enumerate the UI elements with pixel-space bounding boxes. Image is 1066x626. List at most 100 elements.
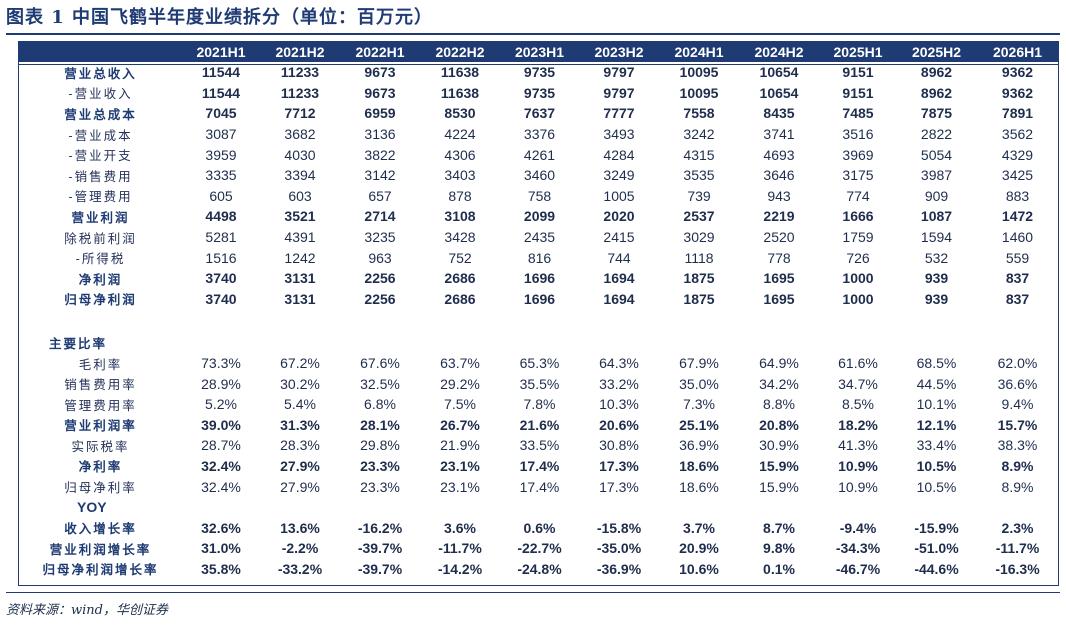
cell-value: 752: [448, 249, 472, 266]
cell-value: 15.9%: [759, 478, 799, 495]
cell-value: 8.7%: [763, 519, 795, 536]
cell-value: 939: [924, 290, 949, 307]
header-row: 2021H1 2021H2 2022H1 2022H2 2023H1 2023H…: [19, 41, 1059, 62]
cell-value: 0.1%: [763, 560, 795, 577]
cell-value: [819, 497, 897, 518]
cell-value: 15.9%: [759, 457, 799, 474]
cell-value: [897, 497, 976, 518]
cell-value: [976, 309, 1059, 332]
row-label: 除税前利润: [64, 230, 137, 246]
cell-value: 1696: [523, 270, 556, 287]
cell-value: 28.1%: [360, 416, 400, 433]
cell-value: 9151: [842, 84, 874, 101]
table-row: 归母净利润 3740 3131 2256 2686 1696 1694 1875 1695 100…: [19, 289, 1059, 310]
cell-value: 11544: [201, 84, 241, 101]
row-label: -营业收入: [68, 86, 133, 102]
cell-value: 62.0%: [997, 355, 1038, 372]
cell-value: 7.3%: [683, 396, 715, 413]
cell-value: [420, 309, 500, 332]
cell-value: [739, 497, 819, 518]
cell-value: 3242: [683, 126, 715, 143]
cell-value: 41.3%: [838, 437, 878, 454]
cell-value: 3740: [205, 290, 237, 307]
cell-value: 1666: [842, 208, 874, 225]
cell-value: 33.2%: [599, 375, 639, 392]
cell-value: 3087: [205, 126, 237, 143]
cell-value: 657: [368, 187, 392, 204]
cell-value: 3131: [284, 290, 316, 307]
cell-value: 2435: [523, 229, 556, 246]
cell-value: 20.8%: [759, 416, 799, 433]
row-label: 毛利率: [78, 356, 123, 372]
cell-value: 33.4%: [916, 437, 957, 454]
cell-value: 3394: [284, 167, 316, 184]
header-corner: [19, 41, 182, 62]
table-row: -销售费用 3335 3394 3142 3403 3460 3249 3535 3646 317…: [19, 165, 1059, 186]
cell-value: 758: [527, 187, 552, 204]
cell-value: 12.1%: [916, 416, 957, 433]
table-row: 管理费用率 5.2% 5.4% 6.8% 7.5% 7.8% 10.3% 7.3% 8.8% 8.…: [19, 394, 1059, 415]
cell-value: 30.8%: [599, 437, 639, 454]
cell-value: 7.8%: [523, 396, 556, 413]
cell-value: [659, 497, 739, 518]
cell-value: 4693: [763, 146, 795, 163]
footer-rule: [6, 592, 1060, 593]
cell-value: 4030: [284, 146, 316, 163]
cell-value: 837: [1005, 290, 1030, 307]
cell-value: -22.7%: [517, 540, 562, 557]
row-label: 营业利润率: [64, 418, 137, 434]
row-label: 收入增长率: [64, 521, 137, 537]
cell-value: 9.4%: [1001, 396, 1034, 413]
table-right-border: [1058, 41, 1059, 586]
cell-value: 3.7%: [683, 519, 715, 536]
cell-value: 26.7%: [440, 416, 480, 433]
col-header: 2024H2: [754, 43, 804, 60]
row-label: -所得税: [75, 251, 126, 267]
cell-value: 1594: [920, 229, 953, 246]
cell-value: 30.9%: [759, 437, 799, 454]
cell-value: -46.7%: [835, 560, 881, 577]
col-header: 2024H1: [674, 43, 724, 60]
cell-value: 2020: [603, 208, 635, 225]
cell-value: 2415: [603, 229, 635, 246]
cell-value: -44.6%: [914, 560, 959, 577]
cell-value: 3493: [603, 126, 635, 143]
cell-value: 35.8%: [201, 560, 241, 577]
cell-value: -11.7%: [438, 540, 482, 557]
cell-value: 8962: [920, 64, 953, 81]
cell-value: -16.3%: [995, 560, 1040, 577]
cell-value: 10095: [679, 64, 719, 81]
cell-value: 65.3%: [519, 355, 560, 372]
cell-value: 3142: [364, 167, 396, 184]
cell-value: -11.7%: [995, 540, 1040, 557]
cell-value: 64.9%: [759, 355, 799, 372]
table-row: -营业收入 11544 11233 9673 11638 9735 9797 10095 106…: [19, 83, 1059, 104]
cell-value: 21.6%: [519, 416, 560, 433]
cell-value: 7.5%: [444, 396, 476, 413]
row-label: 营业利润增长率: [49, 541, 152, 557]
cell-value: 4329: [1001, 146, 1034, 163]
cell-value: -15.9%: [914, 519, 959, 536]
cell-value: 3029: [683, 229, 715, 246]
cell-value: 2714: [364, 208, 396, 225]
cell-value: 10654: [759, 84, 799, 101]
cell-value: 9735: [523, 84, 556, 101]
cell-value: -9.4%: [839, 519, 877, 536]
table-row: 净利润 3740 3131 2256 2686 1696 1694 1875 1695 1000 9…: [19, 268, 1059, 289]
cell-value: [500, 497, 579, 518]
cell-value: 5.2%: [205, 396, 237, 413]
cell-value: 27.9%: [280, 478, 320, 495]
cell-value: [340, 497, 420, 518]
cell-value: 25.1%: [679, 416, 719, 433]
cell-value: 32.6%: [201, 519, 241, 536]
row-label: -管理费用: [68, 189, 133, 205]
cell-value: 0.6%: [523, 519, 556, 536]
cell-value: [579, 332, 659, 353]
table-row: -管理费用 605 603 657 878 758 1005 739 943 774 909 883: [19, 186, 1059, 207]
cell-value: 2.3%: [1001, 519, 1034, 536]
cell-value: 38.3%: [997, 437, 1038, 454]
cell-value: 3969: [842, 146, 874, 163]
cell-value: 8962: [920, 84, 953, 101]
cell-value: 34.2%: [759, 375, 799, 392]
cell-value: 3136: [364, 126, 396, 143]
